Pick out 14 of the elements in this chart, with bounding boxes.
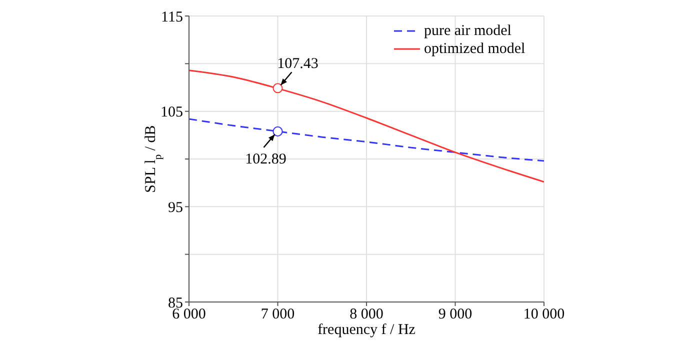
legend-label: optimized model (424, 40, 526, 58)
y-tick-label: 95 (168, 200, 183, 216)
annotation: 102.89 (245, 151, 286, 168)
x-tick-label: 7 000 (260, 306, 295, 323)
x-tick-label: 10 000 (523, 306, 565, 323)
annotation: 107.43 (277, 56, 318, 72)
x-tick-label: 8 000 (350, 306, 384, 323)
y-tick-label: 105 (160, 104, 183, 121)
line-series (189, 118, 544, 162)
x-tick-label: 9 000 (438, 306, 472, 323)
y-tick-label: 115 (161, 9, 183, 26)
line-series (189, 70, 544, 183)
x-axis-title: frequency f / Hz (318, 322, 416, 338)
legend-label: pure air model (424, 22, 512, 40)
